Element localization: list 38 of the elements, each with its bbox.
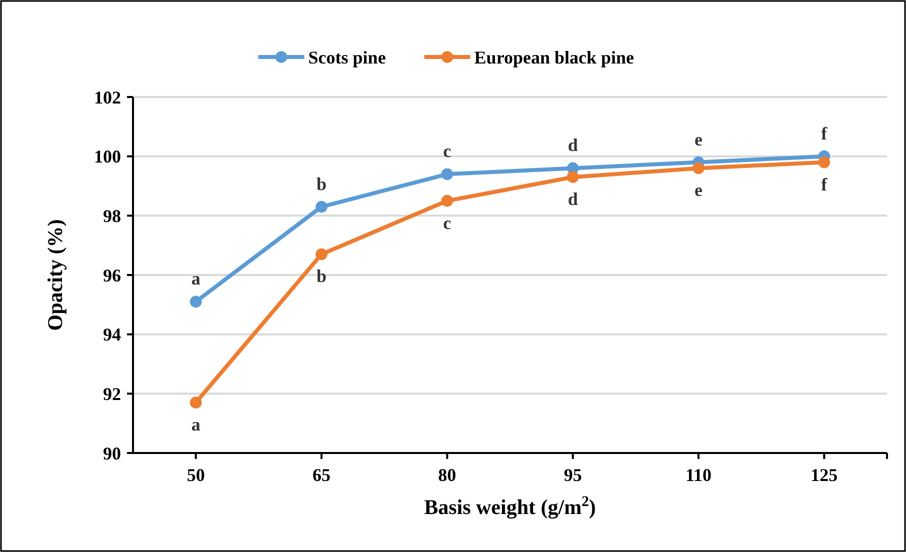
annotation: b (316, 266, 327, 286)
y-tick-label: 98 (103, 206, 121, 226)
annotation: f (821, 123, 828, 144)
x-tick-label: 65 (312, 465, 330, 485)
annotation: c (443, 141, 452, 162)
y-tick-label: 94 (103, 324, 121, 345)
x-tick-label: 80 (438, 465, 456, 485)
annotation: e (694, 129, 702, 150)
x-tick-label: 110 (685, 465, 712, 485)
annotation: c (443, 212, 452, 233)
y-tick-label: 96 (103, 265, 121, 286)
annotation: f (821, 174, 828, 194)
y-tick-label: 100 (94, 146, 121, 167)
point (441, 194, 454, 207)
point (190, 396, 202, 408)
x-tick-label: 95 (564, 465, 582, 485)
point (566, 171, 579, 184)
annotation: a (191, 414, 200, 435)
y-tick-label: 92 (103, 384, 121, 404)
legend-label: European black pine (474, 47, 634, 68)
annotation: a (191, 268, 200, 289)
y-tick-label: 90 (103, 443, 121, 464)
x-tick-label: 125 (810, 465, 838, 485)
y-tick-label: 102 (94, 87, 121, 108)
annotation: b (316, 174, 327, 194)
y-axis-title: Opacity (%) (43, 219, 67, 331)
annotation: e (694, 180, 702, 200)
annotation: d (568, 135, 578, 156)
annotation: d (568, 189, 578, 210)
point (316, 200, 328, 213)
point (692, 162, 704, 174)
point (316, 248, 328, 260)
point (441, 168, 454, 180)
x-axis-title: Basis weight (g/m$^{2}$) (424, 494, 596, 519)
point (190, 296, 202, 308)
legend-label: Scots pine (308, 47, 386, 68)
point (818, 156, 830, 168)
x-tick-label: 50 (186, 465, 205, 485)
